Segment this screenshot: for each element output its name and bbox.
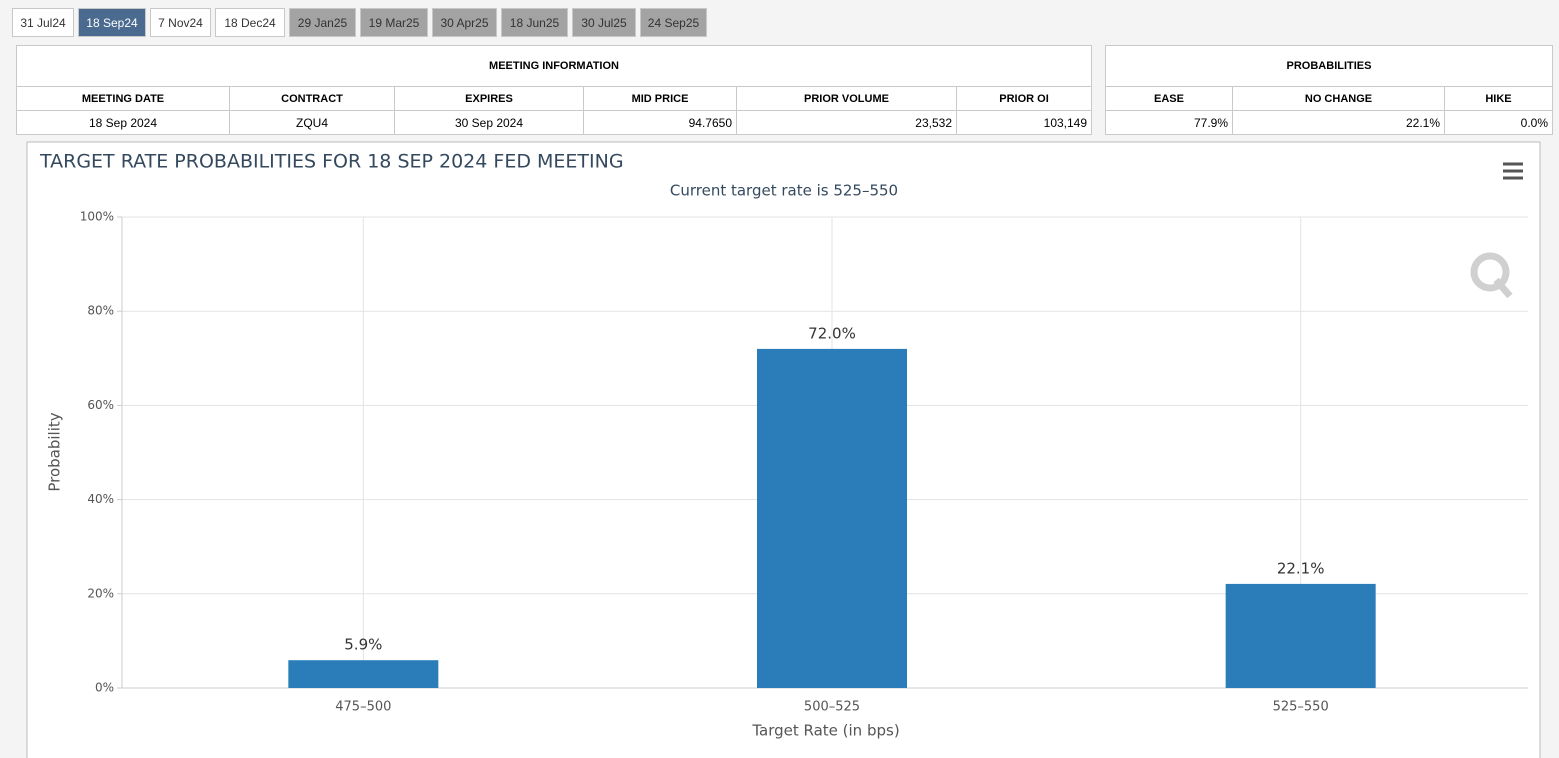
table-cell: 22.1%	[1232, 110, 1445, 135]
table-cell: 103,149	[955, 110, 1093, 135]
data-label: 22.1%	[1277, 559, 1325, 577]
column-header: EASE	[1105, 86, 1233, 111]
tab[interactable]: 18 Jun25	[501, 8, 568, 37]
table-title: MEETING INFORMATION	[15, 45, 1093, 87]
tab[interactable]: 18 Sep24	[78, 8, 146, 37]
x-tick-label: 500–525	[804, 700, 860, 715]
tab[interactable]: 24 Sep25	[640, 8, 707, 37]
meeting-table: MEETING INFORMATION MEETING DATE CONTRACT E…	[15, 45, 1093, 135]
chart-subtitle: Current target rate is 525–550	[670, 182, 898, 200]
tab[interactable]: 29 Jan25	[289, 8, 356, 37]
tab[interactable]: 19 Mar25	[360, 8, 428, 37]
menu-button[interactable]	[1503, 162, 1523, 180]
y-axis-title: Probability	[46, 412, 64, 491]
table-cell: 77.9%	[1105, 110, 1233, 135]
tab[interactable]: 18 Dec24	[215, 8, 285, 37]
data-row: 18 Sep 2024 ZQU4 30 Sep 2024 94.7650 23,532 1…	[16, 110, 1093, 135]
table-cell: 30 Sep 2024	[394, 110, 584, 135]
table-title-row: MEETING INFORMATION	[15, 45, 1093, 87]
column-header: MEETING DATE	[16, 86, 230, 111]
y-tick-label: 80%	[87, 304, 114, 318]
y-tick-label: 60%	[87, 398, 114, 412]
bar	[288, 660, 439, 688]
tab[interactable]: 30 Jul25	[572, 8, 636, 37]
column-header: HIKE	[1443, 86, 1554, 111]
table-title: PROBABILITIES	[1104, 45, 1554, 87]
bar	[1225, 583, 1376, 688]
bar	[757, 348, 907, 688]
table-cell: 23,532	[736, 110, 957, 135]
data-row: 77.9% 22.1% 0.0%	[1105, 110, 1554, 135]
tab[interactable]: 7 Nov24	[150, 8, 211, 37]
tab[interactable]: 30 Apr25	[432, 8, 497, 37]
tab[interactable]: 31 Jul24	[12, 8, 74, 37]
y-tick-label: 20%	[87, 586, 114, 600]
header-row: EASE NO CHANGE HIKE	[1105, 86, 1554, 111]
table-cell: 0.0%	[1443, 110, 1554, 135]
table-title-row: PROBABILITIES	[1104, 45, 1554, 87]
data-label: 5.9%	[344, 636, 382, 654]
y-tick-label: 100%	[80, 210, 114, 224]
column-header: CONTRACT	[229, 86, 395, 111]
x-axis-title: Target Rate (in bps)	[751, 722, 899, 740]
header-row: MEETING DATE CONTRACT EXPIRES MID PRICE PRIO…	[16, 86, 1093, 111]
table-cell: ZQU4	[229, 110, 395, 135]
logo	[1470, 252, 1513, 299]
column-header: PRIOR VOLUME	[736, 86, 957, 111]
probability-table: PROBABILITIES EASE NO CHANGE HIKE 77.9% 22.1%…	[1104, 45, 1554, 135]
column-header: NO CHANGE	[1232, 86, 1445, 111]
y-tick-label: 40%	[87, 492, 114, 506]
column-header: PRIOR OI	[955, 86, 1093, 111]
chart-title: TARGET RATE PROBABILITIES FOR 18 SEP 202…	[39, 151, 624, 173]
y-tick-label: 0%	[95, 681, 114, 695]
x-tick-label: 475–500	[335, 700, 391, 715]
table-cell: 18 Sep 2024	[16, 110, 230, 135]
data-label: 72.0%	[808, 324, 856, 342]
x-tick-label: 525–550	[1273, 700, 1329, 715]
